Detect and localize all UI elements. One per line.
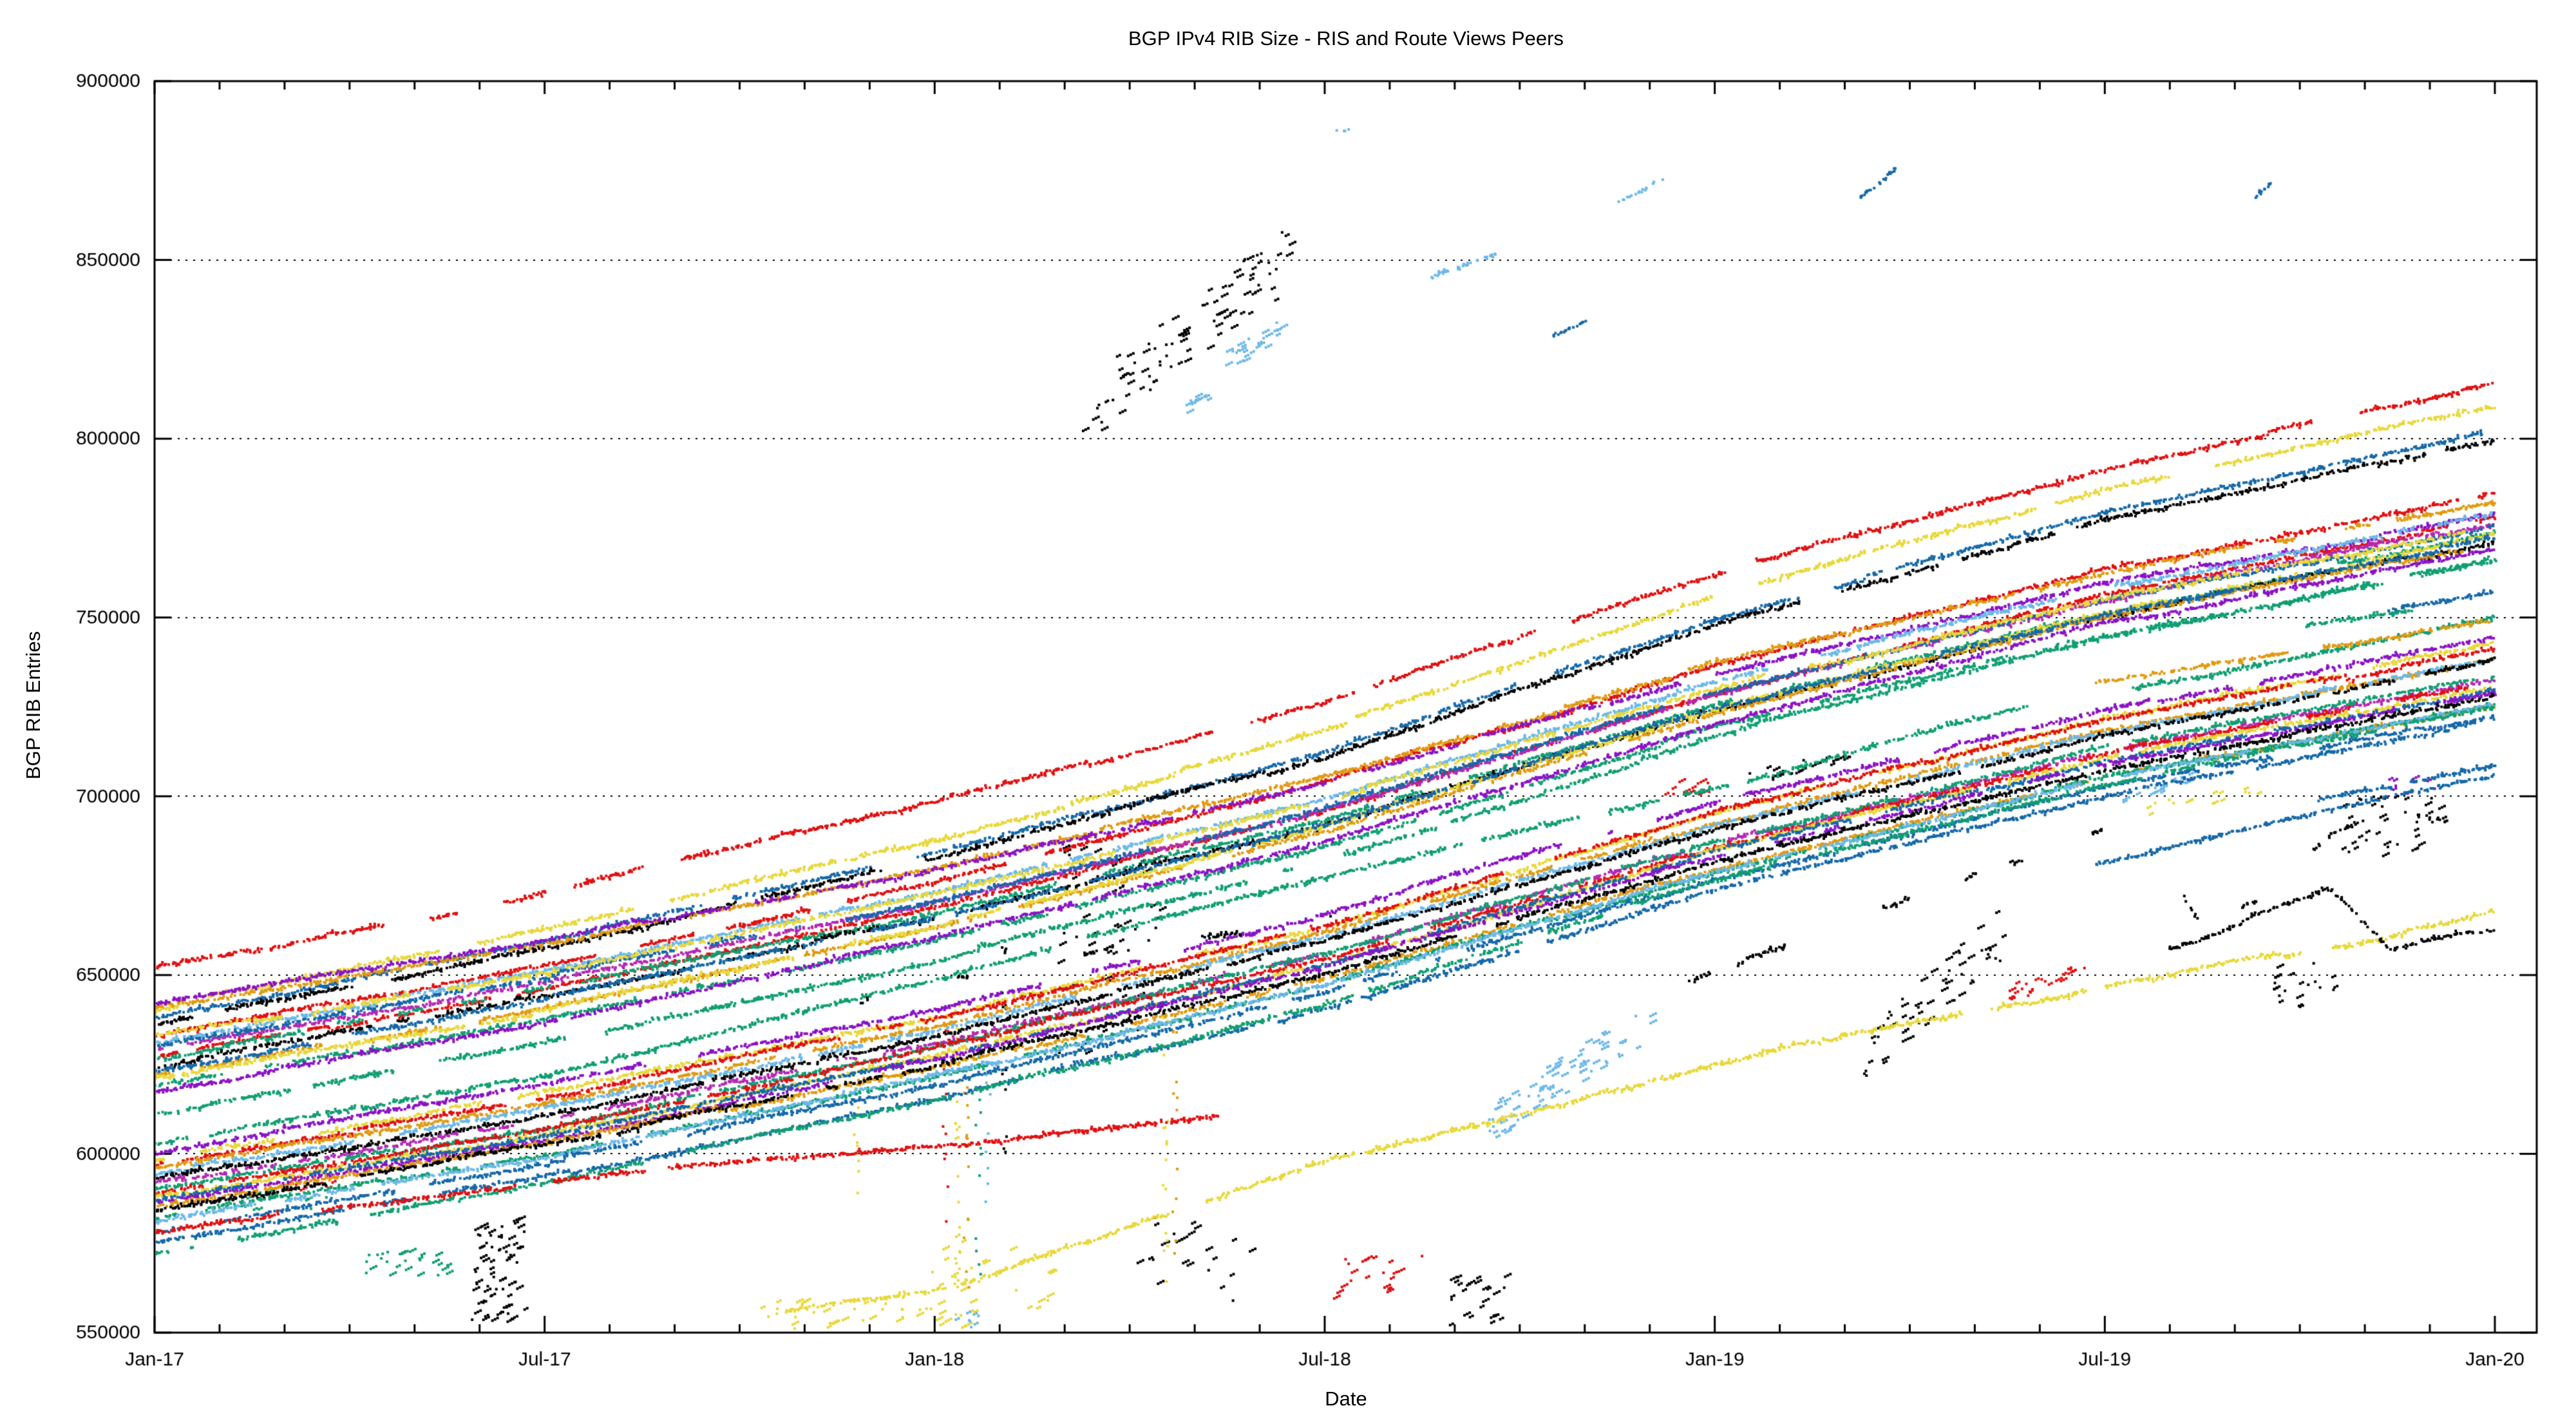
y-axis-title: BGP RIB Entries xyxy=(22,631,44,780)
x-axis-title: Date xyxy=(1325,1387,1367,1410)
chart-title: BGP IPv4 RIB Size - RIS and Route Views … xyxy=(1128,27,1564,50)
